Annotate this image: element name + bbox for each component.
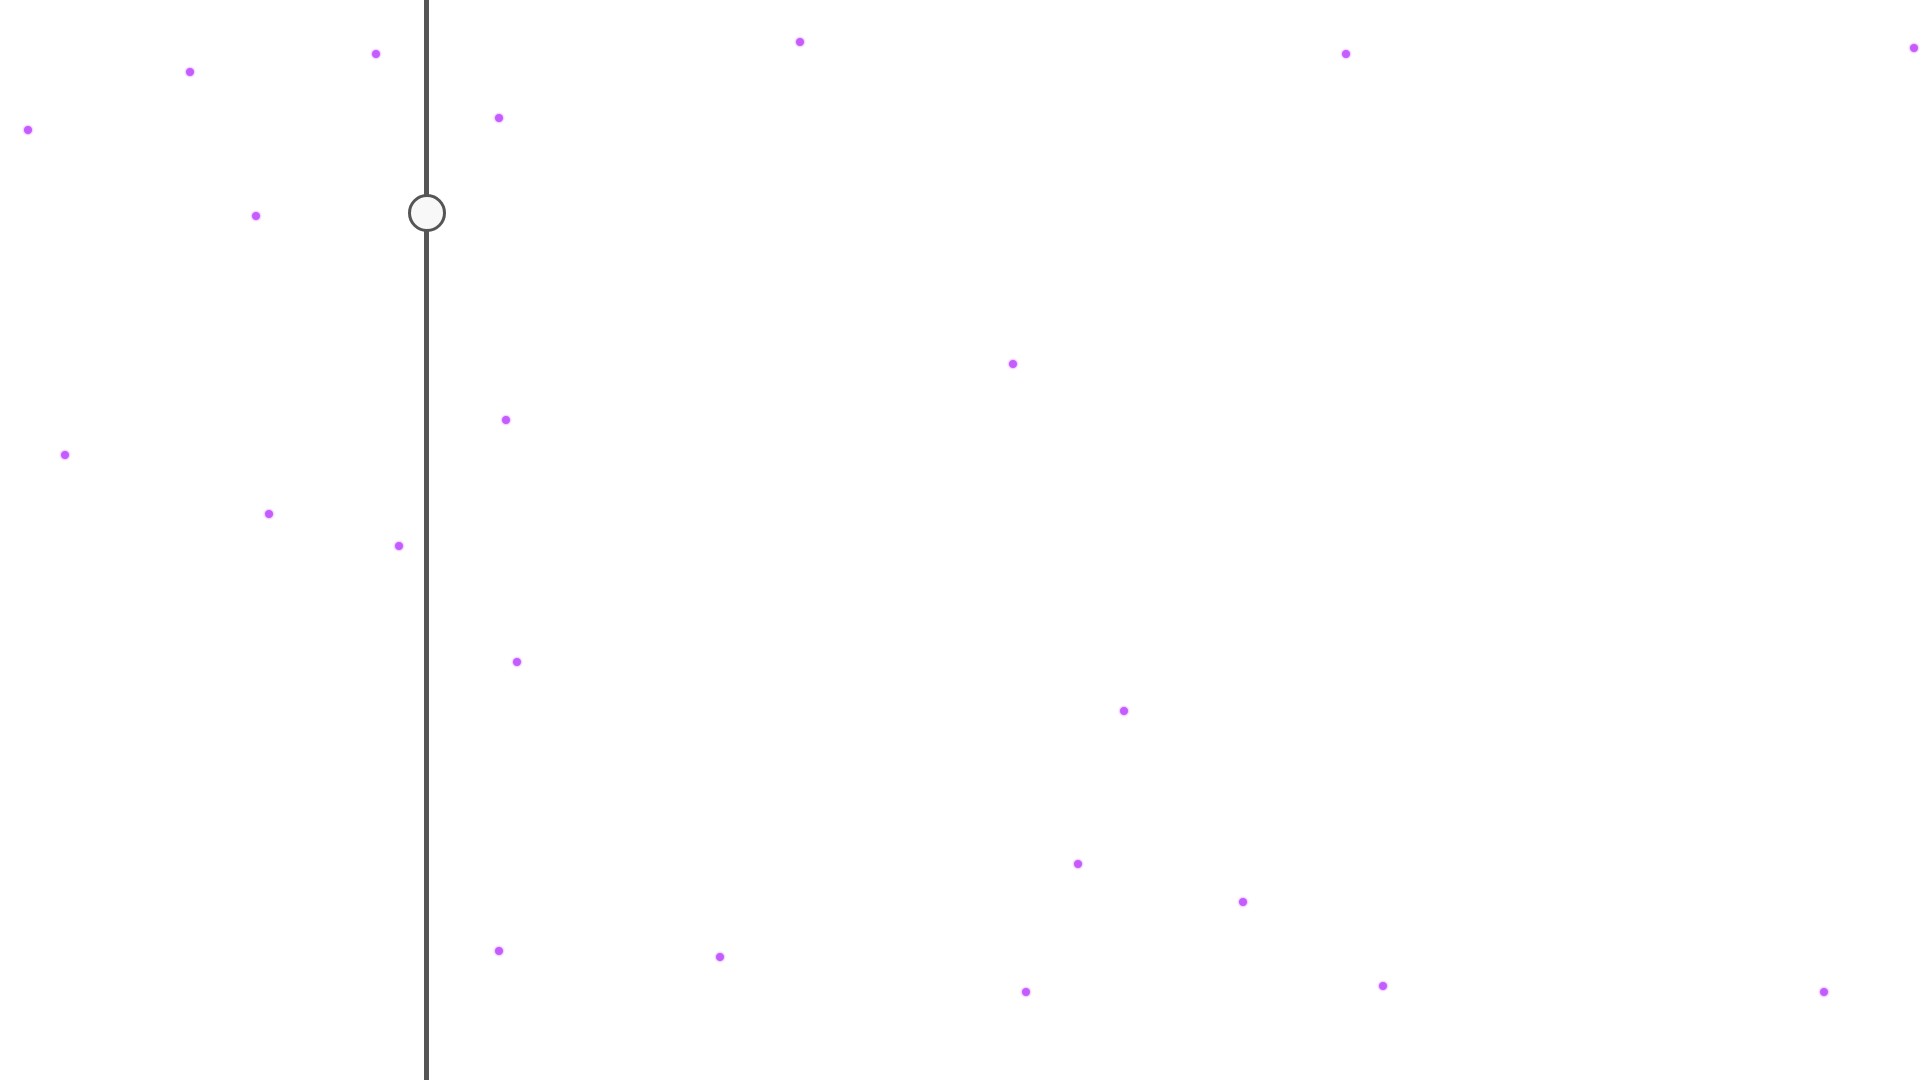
scatter-point	[1120, 707, 1128, 715]
scatter-point	[1910, 44, 1918, 52]
scatter-point	[1820, 988, 1828, 996]
scatter-point	[186, 68, 194, 76]
scatter-point	[1022, 988, 1030, 996]
drag-handle-icon[interactable]	[408, 194, 446, 232]
scatter-point	[265, 510, 273, 518]
scatter-point	[24, 126, 32, 134]
scatter-point	[1342, 50, 1350, 58]
scatter-point	[1239, 898, 1247, 906]
scatter-point	[502, 416, 510, 424]
scatter-point	[495, 114, 503, 122]
scatter-point	[716, 953, 724, 961]
scatter-point	[395, 542, 403, 550]
scatter-point	[796, 38, 804, 46]
scatter-point	[61, 451, 69, 459]
scatter-point	[372, 50, 380, 58]
scatter-point	[252, 212, 260, 220]
scatter-point	[495, 947, 503, 955]
divider-line[interactable]	[424, 0, 429, 1080]
scatter-point	[1074, 860, 1082, 868]
scatter-point	[1009, 360, 1017, 368]
scatter-point	[513, 658, 521, 666]
scatter-point	[1379, 982, 1387, 990]
